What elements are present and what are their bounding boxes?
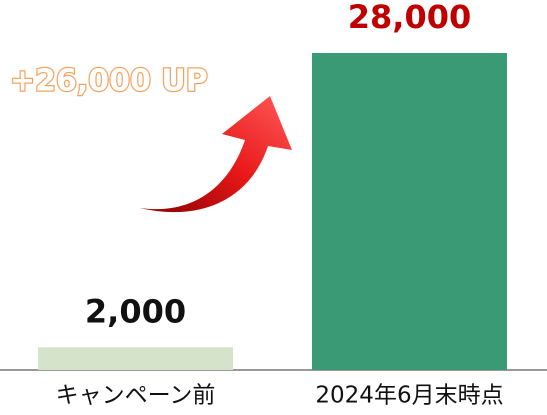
annotation: +26,000 UP xyxy=(10,64,208,99)
category-label: 2024年6月末時点 xyxy=(315,383,503,409)
arrow xyxy=(140,96,292,213)
bar xyxy=(312,53,507,370)
bar xyxy=(38,347,233,370)
category-label: キャンペーン前 xyxy=(56,383,216,409)
value-label: 2,000 xyxy=(85,292,186,330)
value-label: 28,000 xyxy=(348,0,471,36)
